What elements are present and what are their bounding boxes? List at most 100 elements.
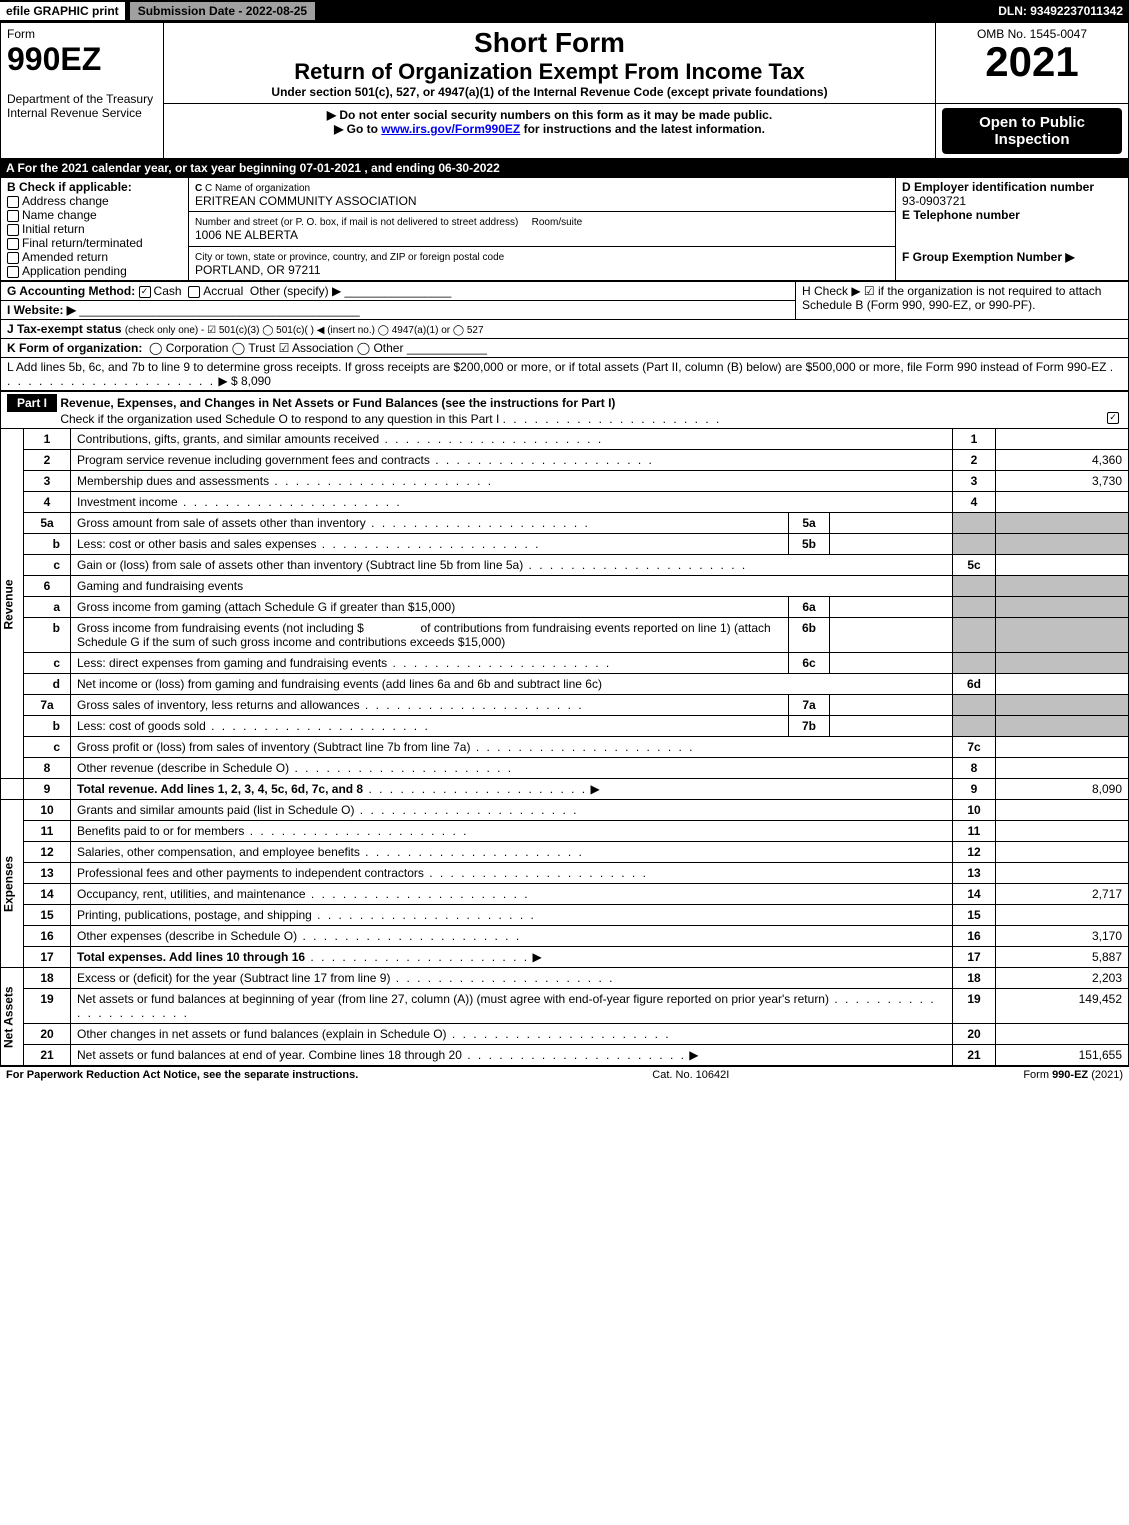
line-4-desc: Investment income xyxy=(71,492,953,513)
line-5c-val xyxy=(996,555,1129,576)
line-5c-desc: Gain or (loss) from sale of assets other… xyxy=(71,555,953,576)
ein: 93-0903721 xyxy=(902,194,966,208)
checkbox-cash[interactable] xyxy=(139,286,151,298)
block-b: B Check if applicable: Address change Na… xyxy=(1,178,189,281)
line-13-val xyxy=(996,863,1129,884)
line-7a-desc: Gross sales of inventory, less returns a… xyxy=(71,695,789,716)
part1-label: Part I xyxy=(7,394,57,412)
checkbox-accrual[interactable] xyxy=(188,286,200,298)
open-public: Open to Public Inspection xyxy=(942,108,1122,154)
checkbox-schedule-o[interactable] xyxy=(1107,412,1119,424)
line-2-desc: Program service revenue including govern… xyxy=(71,450,953,471)
part1-header: Part I Revenue, Expenses, and Changes in… xyxy=(0,391,1129,429)
e-label: E Telephone number xyxy=(902,208,1020,222)
footer-cat: Cat. No. 10642I xyxy=(652,1069,729,1081)
line-19-val: 149,452 xyxy=(996,989,1129,1024)
f-label: F Group Exemption Number ▶ xyxy=(902,250,1075,264)
checkbox-address-change[interactable] xyxy=(7,196,19,208)
line-6-desc: Gaming and fundraising events xyxy=(71,576,953,597)
line-2-val: 4,360 xyxy=(996,450,1129,471)
expenses-side-label: Expenses xyxy=(1,800,24,968)
form-word: Form xyxy=(7,27,35,41)
line-14-desc: Occupancy, rent, utilities, and maintena… xyxy=(71,884,953,905)
checkbox-initial-return[interactable] xyxy=(7,224,19,236)
line-11-val xyxy=(996,821,1129,842)
line-16-val: 3,170 xyxy=(996,926,1129,947)
line-10-val xyxy=(996,800,1129,821)
irs: Internal Revenue Service xyxy=(7,106,142,120)
line-7c-desc: Gross profit or (loss) from sales of inv… xyxy=(71,737,953,758)
header-center: Short Form Return of Organization Exempt… xyxy=(164,23,936,104)
row-g: G Accounting Method: Cash Accrual Other … xyxy=(1,282,796,301)
line-15-val xyxy=(996,905,1129,926)
block-def: D Employer identification number 93-0903… xyxy=(896,178,1129,281)
line-10-desc: Grants and similar amounts paid (list in… xyxy=(71,800,953,821)
line-12-desc: Salaries, other compensation, and employ… xyxy=(71,842,953,863)
header-left: Form 990EZ Department of the Treasury In… xyxy=(1,23,164,159)
line-19-desc: Net assets or fund balances at beginning… xyxy=(71,989,953,1024)
short-form: Short Form xyxy=(170,27,929,59)
dept-treasury: Department of the Treasury xyxy=(7,92,153,106)
open-public-cell: Open to Public Inspection xyxy=(936,104,1129,159)
row-i: I Website: ▶ ___________________________… xyxy=(1,301,796,320)
checkbox-application-pending[interactable] xyxy=(7,266,19,278)
line-6c-desc: Less: direct expenses from gaming and fu… xyxy=(71,653,789,674)
line-21-val: 151,655 xyxy=(996,1045,1129,1066)
line-6a-subval xyxy=(830,597,953,618)
d-label: D Employer identification number xyxy=(902,180,1094,194)
line-7b-desc: Less: cost of goods sold xyxy=(71,716,789,737)
line-9-desc: Total revenue. Add lines 1, 2, 3, 4, 5c,… xyxy=(71,779,953,800)
irs-link[interactable]: www.irs.gov/Form990EZ xyxy=(381,122,520,136)
checkbox-amended-return[interactable] xyxy=(7,252,19,264)
return-title: Return of Organization Exempt From Incom… xyxy=(170,59,929,85)
line-5b-subval xyxy=(830,534,953,555)
efile-label: efile GRAPHIC print xyxy=(0,2,125,20)
line-11-desc: Benefits paid to or for members xyxy=(71,821,953,842)
city: PORTLAND, OR 97211 xyxy=(195,263,321,277)
submission-date: Submission Date - 2022-08-25 xyxy=(129,1,316,21)
row-l: L Add lines 5b, 6c, and 7b to line 9 to … xyxy=(1,358,1129,391)
header-notices: ▶ Do not enter social security numbers o… xyxy=(164,104,936,159)
notice-ssn: ▶ Do not enter social security numbers o… xyxy=(170,108,929,122)
block-c-city: City or town, state or province, country… xyxy=(189,246,896,280)
line-3-desc: Membership dues and assessments xyxy=(71,471,953,492)
header-table: Form 990EZ Department of the Treasury In… xyxy=(0,22,1129,159)
line-12-val xyxy=(996,842,1129,863)
ghijkl-table: G Accounting Method: Cash Accrual Other … xyxy=(0,281,1129,391)
revenue-side-label: Revenue xyxy=(1,429,24,779)
main-table: Revenue 1 Contributions, gifts, grants, … xyxy=(0,429,1129,1066)
row-j: J Tax-exempt status (check only one) - ☑… xyxy=(1,320,1129,339)
checkbox-name-change[interactable] xyxy=(7,210,19,222)
line-6b-subval xyxy=(830,618,953,653)
line-4-val xyxy=(996,492,1129,513)
line-6a-desc: Gross income from gaming (attach Schedul… xyxy=(71,597,789,618)
line-5a-subval xyxy=(830,513,953,534)
checkbox-final-return[interactable] xyxy=(7,238,19,250)
line-17-desc: Total expenses. Add lines 10 through 16 … xyxy=(71,947,953,968)
form-number: 990EZ xyxy=(7,41,101,77)
info-table: B Check if applicable: Address change Na… xyxy=(0,177,1129,281)
line-6d-desc: Net income or (loss) from gaming and fun… xyxy=(71,674,953,695)
line-7b-subval xyxy=(830,716,953,737)
org-name: ERITREAN COMMUNITY ASSOCIATION xyxy=(195,194,417,208)
block-c-street: Number and street (or P. O. box, if mail… xyxy=(189,212,896,246)
footer: For Paperwork Reduction Act Notice, see … xyxy=(0,1066,1129,1083)
line-13-desc: Professional fees and other payments to … xyxy=(71,863,953,884)
line-6c-subval xyxy=(830,653,953,674)
line-7a-subval xyxy=(830,695,953,716)
line-14-val: 2,717 xyxy=(996,884,1129,905)
footer-left: For Paperwork Reduction Act Notice, see … xyxy=(6,1069,358,1081)
part1-check-text: Check if the organization used Schedule … xyxy=(60,412,499,426)
line-18-val: 2,203 xyxy=(996,968,1129,989)
line-3-val: 3,730 xyxy=(996,471,1129,492)
dln: DLN: 93492237011342 xyxy=(998,4,1129,18)
subtitle: Under section 501(c), 527, or 4947(a)(1)… xyxy=(170,85,929,99)
line-16-desc: Other expenses (describe in Schedule O) xyxy=(71,926,953,947)
line-21-desc: Net assets or fund balances at end of ye… xyxy=(71,1045,953,1066)
row-k: K Form of organization: ◯ Corporation ◯ … xyxy=(1,339,1129,358)
line-6b-desc: Gross income from fundraising events (no… xyxy=(71,618,789,653)
line-17-val: 5,887 xyxy=(996,947,1129,968)
line-7c-val xyxy=(996,737,1129,758)
tax-year: 2021 xyxy=(942,41,1122,83)
block-c-name: C C Name of organization ERITREAN COMMUN… xyxy=(189,178,896,212)
